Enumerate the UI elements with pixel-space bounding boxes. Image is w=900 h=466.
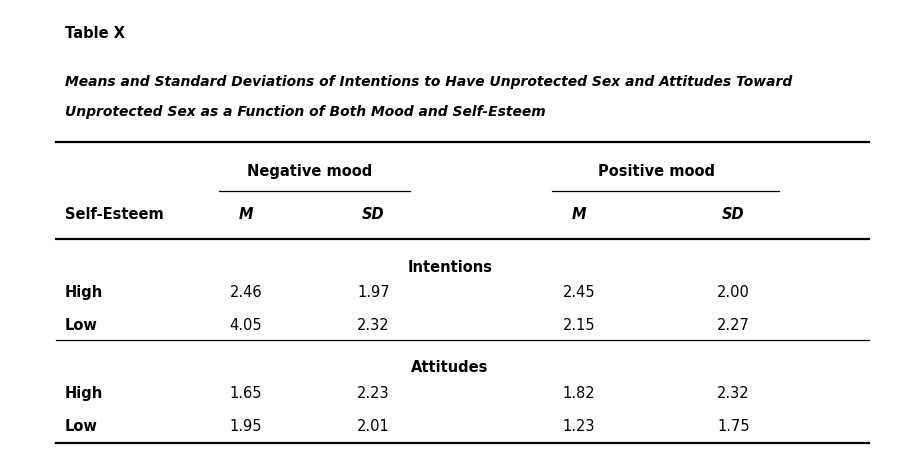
Text: 1.23: 1.23	[562, 419, 595, 434]
Text: Self-Esteem: Self-Esteem	[65, 207, 164, 222]
Text: 2.00: 2.00	[717, 285, 750, 300]
Text: 1.65: 1.65	[230, 386, 262, 401]
Text: Intentions: Intentions	[408, 260, 492, 274]
Text: Positive mood: Positive mood	[598, 164, 715, 179]
Text: Table X: Table X	[65, 26, 125, 41]
Text: 2.32: 2.32	[357, 318, 390, 333]
Text: 4.05: 4.05	[230, 318, 262, 333]
Text: 2.46: 2.46	[230, 285, 262, 300]
Text: 2.15: 2.15	[562, 318, 595, 333]
Text: Negative mood: Negative mood	[247, 164, 373, 179]
Text: SD: SD	[722, 207, 745, 222]
Text: M: M	[238, 207, 253, 222]
Text: Low: Low	[65, 318, 98, 333]
Text: 2.27: 2.27	[717, 318, 750, 333]
Text: 2.45: 2.45	[562, 285, 595, 300]
Text: 2.01: 2.01	[357, 419, 390, 434]
Text: 1.75: 1.75	[717, 419, 750, 434]
Text: 2.32: 2.32	[717, 386, 750, 401]
Text: High: High	[65, 285, 103, 300]
Text: Attitudes: Attitudes	[411, 360, 489, 375]
Text: SD: SD	[362, 207, 385, 222]
Text: 2.23: 2.23	[357, 386, 390, 401]
Text: 1.95: 1.95	[230, 419, 262, 434]
Text: 1.82: 1.82	[562, 386, 595, 401]
Text: Means and Standard Deviations of Intentions to Have Unprotected Sex and Attitude: Means and Standard Deviations of Intenti…	[65, 75, 792, 89]
Text: High: High	[65, 386, 103, 401]
Text: Low: Low	[65, 419, 98, 434]
Text: 1.97: 1.97	[357, 285, 390, 300]
Text: Unprotected Sex as a Function of Both Mood and Self-Esteem: Unprotected Sex as a Function of Both Mo…	[65, 105, 545, 119]
Text: M: M	[572, 207, 586, 222]
